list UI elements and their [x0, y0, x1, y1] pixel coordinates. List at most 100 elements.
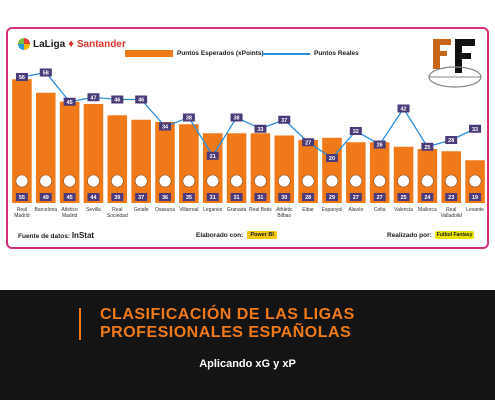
category-label: Eibar: [302, 207, 314, 213]
powerbi-badge: Power BI: [247, 231, 277, 239]
point-value-box: [159, 122, 172, 131]
point-value-box: [302, 138, 315, 147]
category-label: Real Madrid: [14, 207, 30, 219]
legend-line-label: Puntos Reales: [314, 50, 359, 57]
bar: [226, 133, 247, 203]
title-accent-bar: [79, 308, 81, 340]
point-value-label: 27: [305, 140, 311, 146]
bar-value-label: 25: [400, 195, 406, 201]
legend-bar: Puntos Esperados (xPoints): [125, 50, 264, 57]
legend-line-swatch: [262, 52, 310, 55]
legend-bar-label: Puntos Esperados (xPoints): [177, 50, 264, 57]
point-value-label: 45: [67, 100, 73, 106]
point-value-label: 38: [234, 116, 240, 122]
category-label: Atlético Madrid: [61, 207, 78, 219]
category-label: Valencia: [394, 207, 413, 213]
team-crest-icon: [277, 174, 291, 188]
bar-value-box: [135, 193, 148, 201]
team-crest-icon: [468, 174, 482, 188]
brand-name: LaLiga: [33, 38, 66, 50]
bar-value-label: 28: [305, 195, 311, 201]
team-crest-icon: [325, 174, 339, 188]
bar: [202, 133, 223, 203]
point-value-label: 37: [281, 118, 287, 124]
ff-logo-icon: [428, 39, 482, 88]
category-label: Villarreal: [179, 207, 198, 213]
bar-value-box: [159, 193, 172, 201]
bar: [12, 79, 32, 203]
brand-sponsor: Santander: [76, 38, 126, 50]
legend-line: Puntos Reales: [262, 50, 359, 57]
laliga-logo-icon: [18, 38, 30, 50]
legend-bar-swatch: [125, 50, 173, 57]
bar: [250, 133, 271, 203]
source-label: Fuente de datos:: [18, 233, 71, 240]
bar-value-box: [445, 193, 458, 201]
category-label: Real Sociedad: [107, 207, 128, 219]
banner-title: CLASIFICACIÓN DE LAS LIGAS PROFESIONALES…: [100, 306, 355, 341]
point-value-label: 46: [138, 98, 144, 104]
bar-value-label: 27: [353, 195, 359, 201]
bar: [59, 101, 80, 203]
bar-value-box: [469, 193, 482, 201]
bar-value-label: 39: [114, 195, 120, 201]
bar-value-box: [373, 193, 386, 201]
point-value-label: 21: [210, 154, 216, 160]
team-crest-icon: [206, 174, 220, 188]
laliga-brand: LaLiga ♦ Santander: [18, 38, 126, 50]
bar-value-box: [206, 193, 219, 201]
category-label: Osasuna: [155, 207, 175, 213]
bar-value-box: [182, 193, 195, 201]
bar-value-box: [349, 193, 362, 201]
team-crest-icon: [421, 174, 434, 188]
bar-value-label: 37: [138, 195, 144, 201]
bar-value-label: 24: [424, 195, 431, 201]
category-label: Athletic Bilbao: [276, 207, 293, 219]
bar-value-label: 29: [329, 195, 335, 201]
made-by: Realizado por: Futbol Fantasy: [387, 231, 475, 239]
bar: [274, 135, 295, 203]
team-crest-icon: [158, 174, 172, 188]
point-value-box: [63, 97, 76, 106]
bar: [107, 115, 128, 203]
bar-value-label: 45: [67, 195, 73, 201]
bar-value-label: 31: [210, 195, 216, 201]
bar-value-box: [63, 193, 76, 201]
bar: [131, 119, 151, 203]
futbol-fantasy-badge: Futbol Fantasy: [434, 231, 475, 239]
point-value-box: [325, 154, 338, 162]
point-value-label: 46: [114, 98, 120, 104]
point-value-box: [182, 113, 195, 122]
bar-value-box: [397, 193, 410, 201]
point-value-box: [230, 113, 243, 122]
bar-value-box: [421, 193, 434, 201]
bar-value-box: [230, 193, 243, 201]
point-value-label: 26: [377, 143, 383, 149]
data-source: Fuente de datos: InStat: [18, 231, 94, 240]
team-crest-icon: [444, 174, 458, 188]
bar-value-label: 55: [19, 195, 25, 201]
bar-value-label: 19: [472, 195, 478, 201]
bar-value-box: [87, 193, 100, 201]
category-label: Espanyol: [322, 207, 343, 213]
bar: [35, 92, 56, 203]
bar-value-label: 23: [448, 195, 454, 201]
category-label: Granada: [227, 207, 247, 213]
team-crest-icon: [230, 174, 243, 188]
made-with: Elaborado con: Power BI: [196, 231, 277, 239]
bar-value-box: [302, 193, 315, 201]
bar-value-label: 35: [186, 195, 192, 201]
category-label: Real Betis: [249, 207, 272, 213]
category-label: Real Valladolid: [441, 207, 463, 219]
bar: [298, 140, 318, 203]
bar: [155, 122, 175, 203]
point-value-label: 47: [90, 95, 96, 101]
bar-value-box: [254, 193, 267, 201]
point-value-label: 56: [19, 75, 25, 81]
bar-value-label: 44: [90, 195, 97, 201]
bar-value-label: 30: [281, 195, 287, 201]
made-with-label: Elaborado con:: [196, 231, 244, 239]
category-label: Sevilla: [86, 207, 101, 213]
team-crest-icon: [254, 174, 267, 188]
